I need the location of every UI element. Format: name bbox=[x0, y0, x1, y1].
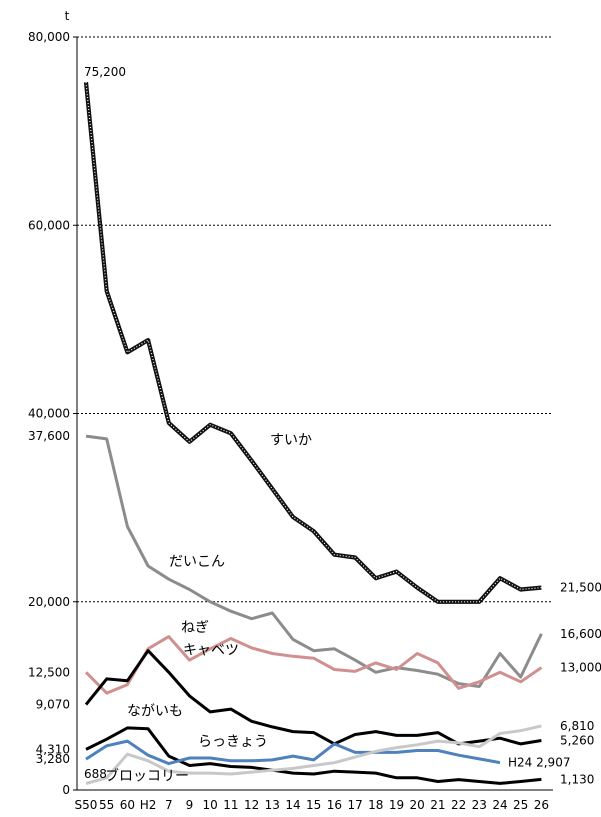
data-label-start: 37,600 bbox=[28, 429, 70, 443]
x-tick-label: 21 bbox=[430, 798, 445, 812]
x-tick-label: 17 bbox=[347, 798, 362, 812]
x-tick-label: S50 bbox=[75, 798, 98, 812]
x-tick-label: 25 bbox=[513, 798, 528, 812]
x-tick-label: 60 bbox=[120, 798, 135, 812]
data-label-end: 13,000 bbox=[560, 661, 601, 675]
data-label-end: 1,130 bbox=[560, 772, 594, 786]
series-label: キャベツ bbox=[183, 642, 239, 658]
data-label-peak: 75,200 bbox=[84, 65, 126, 79]
series-line-だいこん bbox=[85, 434, 543, 688]
y-axis-unit: t bbox=[65, 9, 70, 23]
x-tick-label: 55 bbox=[99, 798, 114, 812]
x-tick-label: 13 bbox=[265, 798, 280, 812]
data-label-start: 9,070 bbox=[36, 698, 70, 712]
y-tick-label: 0 bbox=[62, 783, 70, 797]
x-tick-label: 18 bbox=[368, 798, 383, 812]
series-label: すいか bbox=[270, 433, 312, 449]
x-tick-label: 14 bbox=[285, 798, 300, 812]
series-label: だいこん bbox=[169, 554, 225, 570]
x-tick-label: 11 bbox=[223, 798, 238, 812]
x-tick-label: 10 bbox=[203, 798, 218, 812]
x-tick-label: 24 bbox=[492, 798, 507, 812]
y-tick-label: 20,000 bbox=[28, 595, 70, 609]
series-label: ブロッコリー bbox=[105, 768, 189, 785]
series-line-らっきょう bbox=[85, 739, 501, 766]
data-label-start: 4,310 bbox=[36, 742, 70, 756]
data-label-start: 688 bbox=[84, 767, 107, 781]
series-line-pattern bbox=[85, 82, 542, 603]
series-label: ねぎ bbox=[181, 620, 209, 636]
x-tick-label: 9 bbox=[186, 798, 194, 812]
data-label-start: 12,500 bbox=[28, 665, 70, 679]
x-tick-label: 7 bbox=[165, 798, 173, 812]
data-label-end: 16,600 bbox=[560, 627, 601, 641]
x-tick-label: H2 bbox=[140, 798, 157, 812]
x-tick-label: 12 bbox=[244, 798, 259, 812]
x-tick-label: 20 bbox=[410, 798, 425, 812]
series-line-ブロッコリー bbox=[85, 724, 542, 785]
data-label-end: 6,810 bbox=[560, 719, 594, 733]
x-tick-label: 23 bbox=[472, 798, 487, 812]
data-label-rakkyo-end: H24 2,907 bbox=[508, 756, 570, 770]
x-tick-label: 26 bbox=[534, 798, 549, 812]
y-tick-label: 60,000 bbox=[28, 218, 70, 232]
x-tick-label: 19 bbox=[389, 798, 404, 812]
x-tick-label: 16 bbox=[327, 798, 342, 812]
x-tick-label: 15 bbox=[306, 798, 321, 812]
data-label-end: 21,500 bbox=[560, 581, 601, 595]
y-tick-label: 40,000 bbox=[28, 407, 70, 421]
series-line-ねぎ bbox=[84, 635, 543, 695]
x-tick-label: 22 bbox=[451, 798, 466, 812]
series-label: らっきょう bbox=[198, 734, 268, 750]
series-line-キャベツ bbox=[84, 649, 542, 746]
series-line-ながいも bbox=[85, 726, 542, 785]
data-label-end: 5,260 bbox=[560, 733, 594, 747]
series-line-すいか bbox=[83, 81, 542, 604]
data-label-start: 3,280 bbox=[36, 752, 70, 766]
series-label: ながいも bbox=[127, 704, 183, 720]
y-tick-label: 80,000 bbox=[28, 30, 70, 44]
